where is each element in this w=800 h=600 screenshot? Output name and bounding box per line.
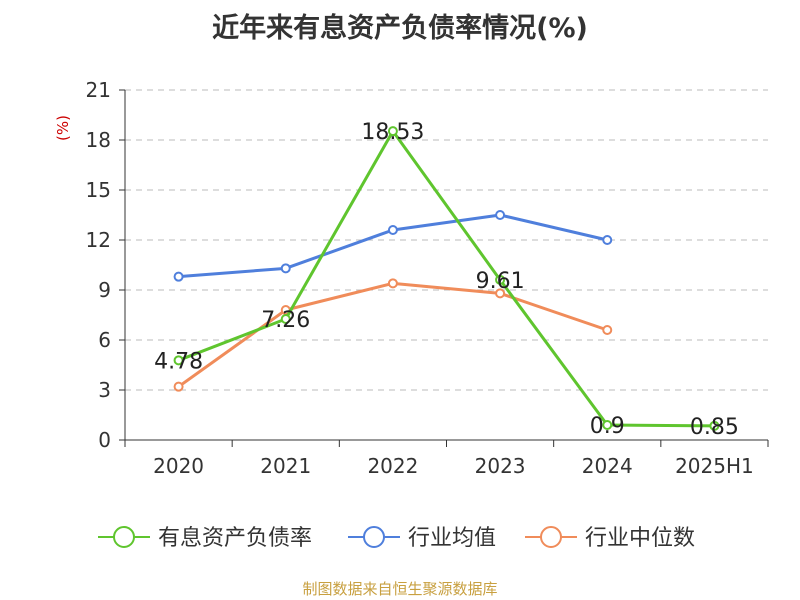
legend-marker <box>113 526 135 548</box>
legend-label: 有息资产负债率 <box>158 526 312 551</box>
data-point <box>495 210 506 220</box>
y-tick-label: 18 <box>86 128 111 152</box>
data-label: 0.85 <box>690 415 739 440</box>
y-tick-label: 12 <box>86 228 111 252</box>
data-labels: 4.78 7.26 18.53 9.61 0.9 0.85 <box>154 120 739 440</box>
series-line <box>178 129 715 428</box>
data-label: 18.53 <box>361 120 424 145</box>
y-tick-label: 21 <box>86 78 111 102</box>
legend-item[interactable]: 有息资产负债率 <box>98 526 312 551</box>
data-point <box>173 355 184 366</box>
legend-item[interactable]: 行业中位数 <box>525 526 695 551</box>
grid-lines <box>125 89 768 391</box>
data-point <box>173 381 184 392</box>
x-tick-label: 2022 <box>367 454 418 478</box>
data-point <box>387 126 398 137</box>
data-point <box>602 325 613 335</box>
y-tick-label: 9 <box>98 278 111 302</box>
x-tick-label: 2025H1 <box>675 454 754 478</box>
series-lines <box>173 126 720 431</box>
legend-label: 行业均值 <box>408 526 496 551</box>
x-tick-label: 2023 <box>475 454 526 478</box>
y-axis-unit: (%) <box>54 115 72 141</box>
x-tick-label: 2024 <box>582 454 633 478</box>
data-point <box>495 288 506 299</box>
y-tick-label: 0 <box>98 428 111 452</box>
x-tick-label: 2021 <box>260 454 311 478</box>
y-tick-label: 3 <box>98 378 111 402</box>
data-point <box>280 314 291 324</box>
data-point <box>280 263 291 274</box>
data-label: 7.26 <box>261 308 310 333</box>
chart-title: 近年来有息资产负债率情况(%) <box>212 13 588 44</box>
data-label: 4.78 <box>154 349 203 374</box>
axes: 0 3 6 9 12 15 18 21 2020 2021 2022 2023 2024 2025H1 <box>86 78 769 478</box>
data-point <box>495 274 506 285</box>
data-point <box>709 420 720 431</box>
data-label: 9.61 <box>476 269 525 294</box>
legend-marker <box>363 526 385 548</box>
data-point <box>387 278 398 289</box>
x-tick-label: 2020 <box>153 454 204 478</box>
data-label: 0.9 <box>590 414 625 439</box>
source-footer: 制图数据来自恒生聚源数据库 <box>302 580 498 598</box>
y-tick-label: 15 <box>86 178 111 202</box>
data-point <box>173 271 184 282</box>
legend-label: 行业中位数 <box>585 526 695 551</box>
data-point <box>387 225 398 235</box>
data-point <box>602 235 613 245</box>
series-line <box>178 213 608 279</box>
data-point <box>602 420 613 430</box>
legend[interactable]: 有息资产负债率 行业均值 行业中位数 <box>98 526 695 551</box>
legend-marker <box>540 526 562 548</box>
y-tick-label: 6 <box>98 328 111 352</box>
legend-item[interactable]: 行业均值 <box>348 526 496 551</box>
